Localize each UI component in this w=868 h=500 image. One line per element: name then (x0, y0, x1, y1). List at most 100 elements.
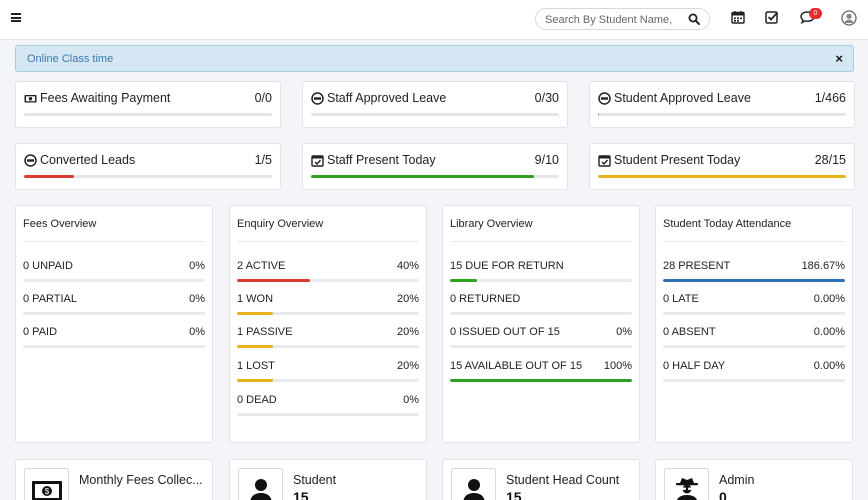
fees-overview-panel: Fees Overview 0 UNPAID 0% 0 PARTIAL 0% 0 P… (15, 205, 213, 443)
calendar-icon[interactable] (731, 10, 747, 26)
info-card-admin[interactable]: Admin 0 (655, 459, 853, 500)
row-value: 0% (189, 260, 205, 272)
stat-label: Converted Leads (40, 153, 136, 167)
stat-progress-fill (598, 175, 846, 178)
row-value: 20% (396, 360, 419, 372)
row-value: 40% (396, 260, 419, 272)
calendar-check-icon (598, 154, 611, 167)
calendar-check-icon (311, 154, 324, 167)
search-icon[interactable] (688, 13, 700, 28)
overview-row: 0 DEAD 0% (237, 394, 419, 420)
row-progress-fill (237, 379, 274, 382)
row-label: 0 ISSUED OUT OF 15 (450, 326, 560, 338)
icon-box (238, 468, 283, 500)
row-progress-track (237, 312, 419, 315)
enquiry-overview-panel: Enquiry Overview 2 ACTIVE 40% 1 WON 20% 1 … (229, 205, 427, 443)
stat-value: 1/466 (814, 91, 846, 105)
row-progress-track (450, 312, 632, 315)
row-label: 0 ABSENT (663, 326, 716, 338)
row-label: 0 UNPAID (23, 260, 73, 272)
row-progress-track (450, 379, 632, 382)
row-progress-track (237, 413, 419, 416)
row-label: 0 PARTIAL (23, 293, 78, 305)
stat-value: 0/0 (254, 91, 272, 105)
close-icon[interactable]: × (835, 51, 843, 66)
row-progress-fill (237, 345, 274, 348)
stat-card-staff-present[interactable]: Staff Present Today 9/10 (302, 143, 568, 190)
stat-label: Staff Present Today (327, 153, 436, 167)
row-value: 0.00% (813, 326, 845, 338)
stat-progress-track (598, 113, 846, 116)
overview-row: 1 WON 20% (237, 293, 419, 319)
row-progress-track (663, 379, 845, 382)
overview-row: 0 PARTIAL 0% (23, 293, 205, 319)
icon-box (664, 468, 709, 500)
leads-icon (24, 154, 37, 167)
stat-card-staff-approved-leave[interactable]: Staff Approved Leave 0/30 (302, 81, 568, 128)
row-value: 0.00% (813, 360, 845, 372)
stat-progress-fill (24, 175, 74, 178)
row-value: 20% (396, 326, 419, 338)
info-label: Admin (719, 473, 755, 487)
overview-row: 1 LOST 20% (237, 360, 419, 386)
row-value: 20% (396, 293, 419, 305)
info-card-student-head-count[interactable]: Student Head Count 15 (442, 459, 640, 500)
info-value: 15 (293, 489, 309, 500)
divider (237, 241, 419, 242)
hamburger-icon[interactable] (11, 13, 21, 22)
panel-title: Enquiry Overview (237, 218, 324, 230)
overview-row: 0 HALF DAY 0.00% (663, 360, 845, 386)
stat-card-student-present[interactable]: Student Present Today 28/15 (589, 143, 855, 190)
row-value: 186.67% (801, 260, 845, 272)
info-card-monthly-fees[interactable]: $ Monthly Fees Collec... (15, 459, 213, 500)
overview-row: 0 UNPAID 0% (23, 260, 205, 286)
row-progress-track (663, 279, 845, 282)
info-card-student[interactable]: Student 15 (229, 459, 427, 500)
stat-card-fees-awaiting[interactable]: Fees Awaiting Payment 0/0 (15, 81, 281, 128)
row-progress-fill (237, 279, 310, 282)
leave-icon (311, 92, 324, 105)
row-label: 0 RETURNED (450, 293, 521, 305)
row-progress-track (23, 279, 205, 282)
info-label: Student Head Count (506, 473, 620, 487)
alert-text: Online Class time (27, 53, 114, 65)
stat-progress-track (24, 113, 272, 116)
row-value: 0% (616, 326, 632, 338)
user-avatar-icon[interactable] (841, 10, 857, 26)
row-label: 0 DEAD (237, 394, 277, 406)
stat-label: Student Approved Leave (614, 91, 751, 105)
stat-progress-track (598, 175, 846, 178)
stat-card-student-approved-leave[interactable]: Student Approved Leave 1/466 (589, 81, 855, 128)
icon-box: $ (24, 468, 69, 500)
row-label: 0 HALF DAY (663, 360, 726, 372)
overview-row: 0 ABSENT 0.00% (663, 326, 845, 352)
checkbox-icon[interactable] (765, 10, 781, 26)
overview-row: 15 AVAILABLE OUT OF 15 100% (450, 360, 632, 386)
panel-title: Student Today Attendance (663, 218, 792, 230)
search-box[interactable] (535, 8, 710, 30)
row-progress-fill (450, 379, 632, 382)
row-label: 1 WON (237, 293, 274, 305)
stat-label: Student Present Today (614, 153, 741, 167)
icon-box (451, 468, 496, 500)
info-value: 15 (506, 489, 522, 500)
stat-value: 1/5 (254, 153, 272, 167)
divider (23, 241, 205, 242)
overview-row: 28 PRESENT 186.67% (663, 260, 845, 286)
info-label: Monthly Fees Collec... (79, 473, 203, 487)
top-navbar: 0 (0, 0, 868, 40)
row-progress-fill (663, 279, 845, 282)
overview-row: 0 PAID 0% (23, 326, 205, 352)
row-label: 0 PAID (23, 326, 58, 338)
row-label: 0 LATE (663, 293, 699, 305)
row-progress-track (237, 345, 419, 348)
row-label: 28 PRESENT (663, 260, 731, 272)
stat-progress-fill (311, 175, 535, 178)
stat-progress-track (311, 113, 559, 116)
search-input[interactable] (545, 12, 680, 27)
stat-label: Staff Approved Leave (327, 91, 447, 105)
stat-card-converted-leads[interactable]: Converted Leads 1/5 (15, 143, 281, 190)
panel-title: Fees Overview (23, 218, 97, 230)
overview-row: 0 LATE 0.00% (663, 293, 845, 319)
row-label: 2 ACTIVE (237, 260, 286, 272)
